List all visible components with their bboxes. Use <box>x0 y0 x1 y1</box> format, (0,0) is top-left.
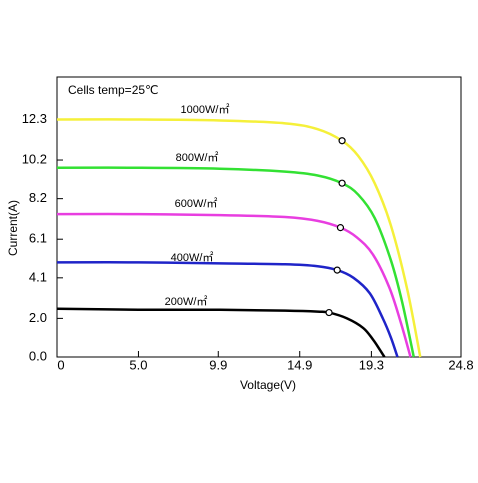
y-tick-label: 0.0 <box>29 348 47 363</box>
mpp-marker <box>336 224 345 232</box>
x-tick-label: 0 <box>57 357 64 372</box>
y-tick-label: 2.0 <box>29 310 47 325</box>
y-tick-label: 10.2 <box>22 151 47 166</box>
mpp-marker <box>333 266 341 274</box>
series-label: 600W/㎡ <box>175 197 218 210</box>
x-tick-label: 24.8 <box>448 357 473 372</box>
series-label: 400W/㎡ <box>171 251 214 264</box>
iv-curve <box>56 307 386 358</box>
y-axis-label: Current(A) <box>6 200 20 256</box>
y-tick-label: 12.3 <box>22 111 47 126</box>
iv-curve <box>56 212 412 358</box>
mpp-marker <box>338 137 346 145</box>
series-label: 200W/㎡ <box>165 295 208 308</box>
x-tick-label: 9.9 <box>209 357 227 372</box>
x-tick-label: 5.0 <box>129 357 147 372</box>
y-tick-label: 4.1 <box>29 269 47 284</box>
series-label: 800W/㎡ <box>176 151 219 164</box>
iv-curve <box>56 166 415 358</box>
y-tick-label: 6.1 <box>29 231 47 246</box>
x-axis-label: Voltage(V) <box>240 378 296 392</box>
mpp-marker <box>325 308 333 317</box>
mpp-marker <box>338 179 346 187</box>
series-label: 1000W/㎡ <box>181 103 230 116</box>
x-tick-label: 14.9 <box>287 357 312 372</box>
iv-curve <box>56 118 422 358</box>
y-tick-label: 8.2 <box>29 190 47 205</box>
x-tick-label: 19.3 <box>359 357 384 372</box>
plot-frame <box>56 76 462 358</box>
annotation: Cells temp=25℃ <box>68 83 159 97</box>
